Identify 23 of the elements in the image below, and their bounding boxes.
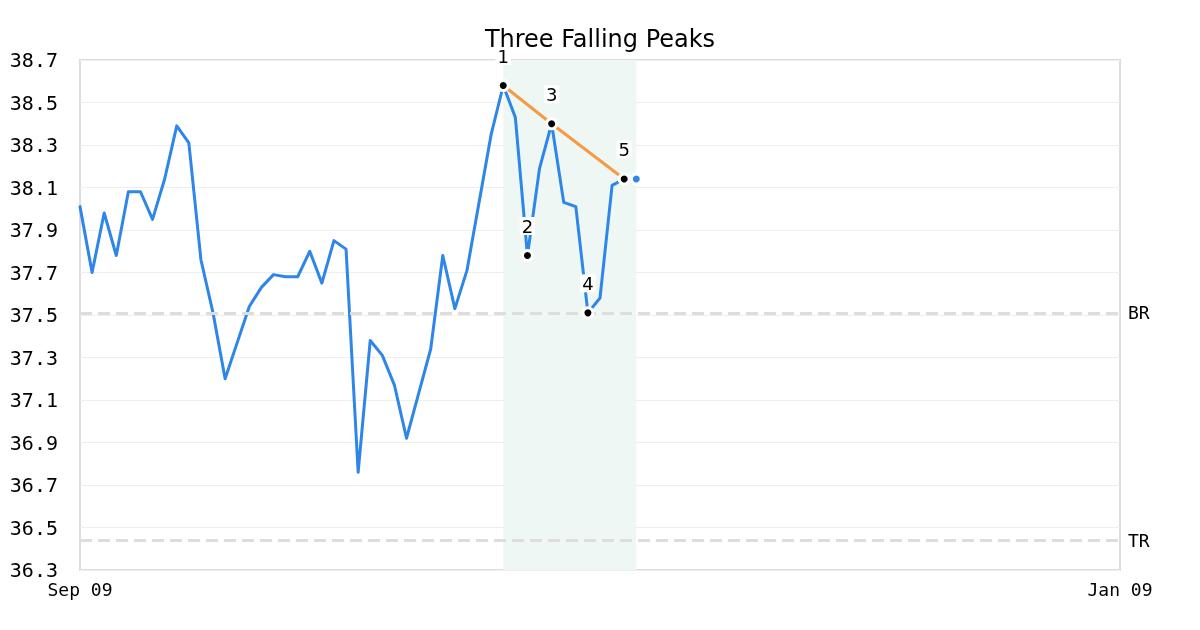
y-tick-label: 36.9 (9, 430, 58, 455)
annotation: 5 (618, 139, 630, 160)
ref-line-label: BR (1128, 302, 1150, 324)
y-tick-label: 37.3 (9, 345, 58, 370)
ref-line-label: TR (1128, 529, 1150, 551)
point (545, 117, 559, 131)
annotation: 3 (545, 83, 558, 105)
annotation: 4 (582, 272, 594, 294)
point (520, 249, 534, 262)
y-tick-label: 38.5 (9, 90, 58, 115)
annotation: 2 (521, 215, 534, 237)
y-tick-label: 37.7 (9, 260, 58, 285)
y-tick-label: 36.7 (9, 473, 58, 497)
point (617, 172, 631, 186)
y-tick-label: 37.5 (9, 303, 58, 327)
y-tick-label: 37.1 (9, 388, 58, 412)
y-tick-label: 38.3 (9, 133, 58, 157)
y-tick-label: 36.5 (9, 515, 58, 540)
y-tick-label: 37.9 (9, 218, 58, 242)
y-tick-label: 38.7 (9, 48, 58, 72)
point (581, 306, 595, 320)
y-tick-label: 38.1 (9, 175, 58, 200)
x-tick-label: Jan 09 (1087, 578, 1153, 600)
